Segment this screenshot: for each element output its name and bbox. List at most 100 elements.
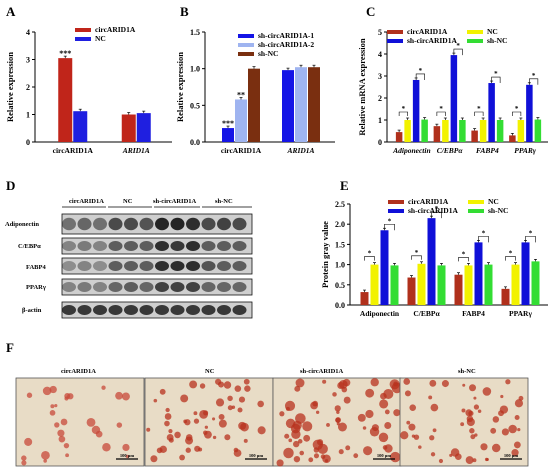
significance-bracket <box>478 236 489 243</box>
lipid-droplet <box>227 405 233 411</box>
blot-band <box>232 217 247 231</box>
bar <box>390 265 399 305</box>
lipid-droplet <box>353 453 359 459</box>
blot-band <box>232 241 247 251</box>
lipid-droplet <box>293 455 301 463</box>
y-tick-label: 0.0 <box>190 138 200 147</box>
lipid-droplet <box>150 455 158 463</box>
blot-band <box>217 305 231 315</box>
bar <box>427 218 436 305</box>
y-axis-label: Protein gray value <box>320 221 330 288</box>
lipid-droplet <box>223 381 232 389</box>
y-tick-label: 0 <box>26 138 30 147</box>
lipid-droplet <box>482 387 492 396</box>
y-tick-label: 1.0 <box>335 261 345 270</box>
bar <box>380 230 389 305</box>
significance-bracket <box>436 111 446 116</box>
significance-bracket <box>505 256 516 261</box>
blot-band <box>77 282 92 292</box>
lipid-droplet <box>365 409 374 419</box>
blot-row-label: β-actin <box>22 307 42 314</box>
significance-marker: * <box>368 250 372 258</box>
lipid-droplet <box>384 409 390 415</box>
blot-row-label: FABP4 <box>26 264 46 271</box>
lipid-droplet <box>303 434 311 442</box>
lipid-droplet <box>320 454 326 459</box>
lipid-droplet <box>156 447 163 454</box>
blot-band <box>201 261 216 271</box>
blot-row-label: C/EBPα <box>18 243 41 250</box>
lipid-droplet <box>203 430 208 435</box>
bar <box>395 132 403 142</box>
lipid-droplet <box>491 443 501 453</box>
bar <box>488 83 495 142</box>
y-tick-label: 1.5 <box>335 240 345 249</box>
legend-swatch <box>75 37 91 41</box>
significance-marker: * <box>532 72 536 80</box>
lipid-droplet <box>63 442 70 449</box>
blot-band <box>108 241 123 251</box>
lipid-droplet <box>49 410 56 416</box>
blot-band <box>155 305 169 315</box>
lipid-droplet <box>285 406 290 411</box>
lipid-droplet <box>336 422 340 426</box>
blot-band <box>62 217 76 231</box>
blot-band <box>155 241 169 251</box>
blot-band <box>93 217 107 231</box>
blot-band <box>139 217 154 231</box>
lipid-droplet <box>383 388 394 399</box>
lipid-droplet <box>50 404 55 409</box>
legend-label: sh-circARID1A-2 <box>258 40 314 49</box>
legend-swatch <box>387 39 403 43</box>
lipid-droplet <box>460 422 465 427</box>
panel-letter-e: E <box>340 178 349 193</box>
bar <box>295 67 307 142</box>
y-tick-label: 2.0 <box>335 220 345 229</box>
significance-marker: *** <box>222 119 234 128</box>
blot-row-label: PPARγ <box>26 284 46 291</box>
lipid-droplet <box>227 395 233 402</box>
significance-marker: * <box>415 249 419 257</box>
lipid-droplet <box>215 378 222 385</box>
legend-label: NC <box>488 197 499 206</box>
lipid-droplet <box>324 459 329 463</box>
lipid-droplet <box>199 383 206 389</box>
chart-b: 0.0 0.5 1.0 1.5 Relative expression circARID1… <box>175 28 335 155</box>
lipid-droplet <box>288 438 293 443</box>
lipid-droplet <box>378 432 389 443</box>
x-tick-label: PPARγ <box>514 146 537 155</box>
bar <box>521 242 530 305</box>
lipid-droplet <box>326 423 330 427</box>
blot-band <box>108 282 123 292</box>
legend-label: circARID1A <box>408 197 449 206</box>
bar <box>282 70 294 142</box>
lipid-droplet <box>370 378 379 387</box>
blot-band <box>170 261 185 271</box>
lipid-droplet <box>404 390 411 397</box>
legend-label: circARID1A <box>95 25 136 34</box>
lipid-droplet <box>511 449 519 457</box>
y-tick-label: 2 <box>26 83 30 92</box>
blot-row-label: Adiponectin <box>5 221 39 228</box>
bar <box>442 120 449 142</box>
lipid-droplet <box>257 426 266 435</box>
lipid-droplet <box>189 380 198 389</box>
bar <box>235 99 247 142</box>
scale-bar-label: 100 μm <box>120 453 134 458</box>
bar <box>454 274 463 305</box>
significance-marker: * <box>419 67 423 75</box>
lipid-droplet <box>204 425 208 429</box>
lipid-droplet <box>432 428 437 433</box>
lipid-droplet <box>168 429 173 434</box>
blot-band <box>93 261 107 271</box>
y-tick-label: 0 <box>378 138 382 147</box>
blot-band <box>170 217 185 231</box>
bar <box>479 120 487 142</box>
lipid-droplet <box>484 457 489 462</box>
y-axis-label: Relative expression <box>175 52 185 122</box>
bar <box>421 119 428 142</box>
panel-letter-a: A <box>6 4 16 19</box>
lipid-droplet <box>166 434 174 441</box>
y-axis-label: Relative expression <box>5 52 15 122</box>
lipid-droplet <box>184 419 191 426</box>
